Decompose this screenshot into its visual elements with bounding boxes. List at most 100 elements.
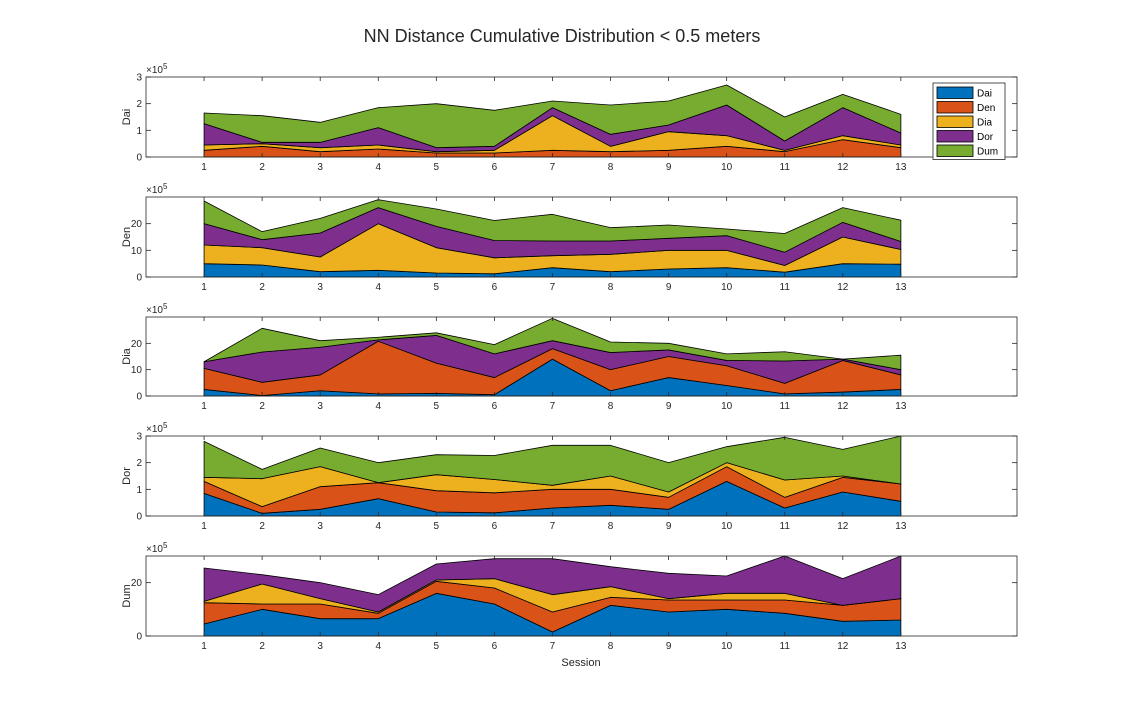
x-tick-label: 4: [375, 521, 381, 532]
x-tick-label: 10: [721, 521, 733, 532]
x-tick-label: 2: [259, 162, 265, 173]
x-tick-label: 8: [608, 162, 614, 173]
area-dor: [203, 555, 902, 613]
y-tick-label: 2: [136, 458, 142, 469]
x-tick-label: 3: [317, 641, 323, 652]
x-tick-label: 9: [666, 521, 672, 532]
y-tick-label: 3: [136, 432, 142, 443]
y-tick-label: 20: [131, 219, 143, 230]
x-tick-label: 7: [550, 282, 556, 293]
y-exponent-base: ×10: [146, 424, 163, 435]
x-tick-label: 3: [317, 521, 323, 532]
y-axis-label: Dum: [121, 584, 133, 607]
legend-swatch-dia: [936, 115, 974, 128]
x-tick-label: 10: [721, 401, 733, 412]
area-dum: [203, 199, 902, 253]
y-exponent-base: ×10: [146, 305, 163, 316]
legend-swatch-dor: [936, 130, 974, 143]
x-tick-label: 12: [837, 401, 849, 412]
y-exponent-label: ×105: [146, 541, 168, 555]
x-tick-label: 7: [550, 641, 556, 652]
x-tick-label: 11: [780, 162, 791, 173]
y-tick-label: 0: [136, 273, 142, 284]
axes-frame: [145, 316, 1018, 397]
x-tick-label: 6: [492, 282, 498, 293]
area-dum: [203, 84, 902, 149]
y-exponent-base: ×10: [146, 185, 163, 196]
y-exponent-label: ×105: [146, 421, 168, 435]
x-tick-label: 7: [550, 521, 556, 532]
x-tick-label: 2: [259, 401, 265, 412]
y-exponent-label: ×105: [146, 302, 168, 316]
x-tick-label: 3: [317, 162, 323, 173]
y-exponent-label: ×105: [146, 182, 168, 196]
legend-label-dia: Dia: [977, 118, 992, 129]
y-tick-label: 2: [136, 99, 142, 110]
y-exponent-power: 5: [163, 421, 168, 430]
x-tick-label: 8: [608, 401, 614, 412]
axes-frame: [145, 196, 1018, 278]
x-tick-label: 2: [259, 641, 265, 652]
x-tick-label: 9: [666, 162, 672, 173]
y-tick-label: 0: [136, 392, 142, 403]
legend-label-dai: Dai: [977, 89, 992, 100]
y-exponent-power: 5: [163, 62, 168, 71]
y-axis-label: Dor: [121, 467, 133, 485]
x-tick-label: 8: [608, 521, 614, 532]
x-tick-label: 3: [317, 282, 323, 293]
axes-frame: [145, 555, 1018, 637]
chart-title: NN Distance Cumulative Distribution < 0.…: [364, 26, 761, 46]
x-tick-label: 4: [375, 401, 381, 412]
x-tick-label: 10: [721, 282, 733, 293]
y-tick-label: 1: [136, 485, 142, 496]
x-tick-label: 7: [550, 162, 556, 173]
x-tick-label: 13: [895, 641, 907, 652]
legend: Dai Den Dia Dor Dum: [932, 82, 1006, 160]
legend-label-den: Den: [977, 103, 995, 114]
x-tick-label: 13: [895, 282, 907, 293]
x-tick-label: 1: [201, 162, 207, 173]
x-tick-label: 12: [837, 162, 849, 173]
y-exponent-power: 5: [163, 541, 168, 550]
x-tick-label: 4: [375, 641, 381, 652]
y-exponent-base: ×10: [146, 65, 163, 76]
x-tick-label: 1: [201, 282, 207, 293]
legend-swatch-den: [936, 101, 974, 114]
y-axis-label: Dia: [121, 347, 133, 364]
x-tick-label: 5: [434, 282, 440, 293]
y-tick-label: 0: [136, 632, 142, 643]
y-tick-label: 20: [131, 339, 143, 350]
x-tick-label: 2: [259, 282, 265, 293]
x-tick-label: 2: [259, 521, 265, 532]
y-tick-label: 10: [131, 365, 143, 376]
x-tick-label: 9: [666, 282, 672, 293]
x-tick-label: 11: [780, 521, 791, 532]
x-tick-label: 6: [492, 401, 498, 412]
x-tick-label: 5: [434, 641, 440, 652]
x-tick-label: 4: [375, 162, 381, 173]
area-dum: [203, 435, 902, 493]
legend-label-dor: Dor: [977, 132, 994, 143]
y-tick-label: 20: [131, 578, 143, 589]
x-tick-label: 7: [550, 401, 556, 412]
x-tick-label: 6: [492, 521, 498, 532]
x-tick-label: 9: [666, 401, 672, 412]
x-tick-label: 11: [780, 641, 791, 652]
x-tick-label: 1: [201, 521, 207, 532]
y-tick-label: 3: [136, 73, 142, 84]
area-dum: [203, 317, 902, 371]
x-tick-label: 11: [780, 282, 791, 293]
legend-label-dum: Dum: [977, 147, 998, 158]
y-tick-label: 10: [131, 246, 143, 257]
x-tick-label: 8: [608, 282, 614, 293]
y-exponent-power: 5: [163, 302, 168, 311]
x-tick-label: 11: [780, 401, 791, 412]
x-tick-label: 10: [721, 162, 733, 173]
y-exponent-power: 5: [163, 182, 168, 191]
x-tick-label: 3: [317, 401, 323, 412]
